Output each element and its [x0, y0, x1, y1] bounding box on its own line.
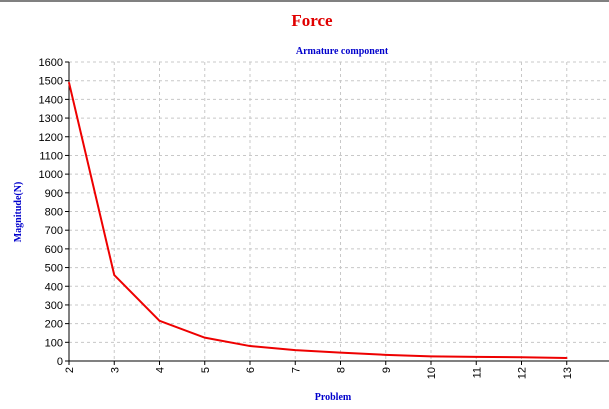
x-tick-label: 10: [426, 367, 438, 379]
grid: [69, 61, 609, 361]
y-tick-label: 1600: [39, 57, 63, 69]
y-tick-label: 800: [45, 207, 63, 219]
data-point: [339, 351, 342, 354]
chart-subtitle: Armature component: [296, 46, 389, 57]
x-tick-label: 7: [290, 367, 302, 373]
y-tick-label: 900: [45, 188, 63, 200]
x-tick-label: 2: [64, 367, 76, 373]
y-tick-label: 1300: [39, 113, 63, 125]
y-tick-label: 600: [45, 244, 63, 256]
y-axis-ticks: 0 100 200 300 400 500 600 700 800 900 1000 1100 1200…: [39, 57, 69, 368]
y-tick-label: 100: [45, 337, 63, 349]
y-tick-label: 1100: [39, 150, 63, 162]
y-tick-label: 1400: [39, 94, 63, 106]
y-tick-label: 1500: [39, 76, 63, 88]
x-tick-label: 6: [245, 367, 257, 373]
y-tick-label: 400: [45, 281, 63, 293]
data-point: [520, 356, 523, 359]
data-point: [68, 81, 70, 84]
x-tick-label: 4: [155, 367, 167, 373]
data-point: [384, 354, 387, 356]
data-point: [203, 336, 206, 339]
y-axis-label: Magnitude(N): [13, 182, 24, 243]
data-point: [565, 357, 568, 359]
y-tick-label: 500: [45, 263, 63, 275]
series-line: [68, 82, 567, 360]
data-point: [158, 320, 161, 322]
y-tick-label: 1200: [39, 132, 63, 144]
y-tick-label: 700: [45, 225, 63, 237]
x-tick-label: 3: [109, 367, 121, 373]
x-tick-label: 11: [471, 367, 483, 378]
data-point: [294, 349, 297, 351]
y-tick-label: 300: [45, 300, 63, 312]
data-point: [475, 356, 478, 358]
x-tick-label: 8: [336, 367, 348, 373]
series-layer: [68, 81, 568, 360]
x-axis-label: Problem: [315, 392, 352, 403]
x-tick-label: 13: [562, 367, 574, 379]
x-tick-label: 9: [381, 367, 393, 373]
x-tick-label: 12: [517, 367, 529, 379]
data-point: [430, 355, 432, 358]
x-tick-label: 5: [200, 367, 212, 373]
y-tick-label: 200: [45, 319, 63, 331]
chart-title: Force: [291, 11, 333, 30]
data-point: [249, 345, 251, 347]
data-point: [113, 274, 116, 276]
y-tick-label: 0: [57, 356, 63, 368]
y-tick-label: 1000: [39, 169, 63, 181]
x-axis-ticks: 2 3 4 5 6 7 8 9 10 11 12 13: [64, 361, 574, 379]
